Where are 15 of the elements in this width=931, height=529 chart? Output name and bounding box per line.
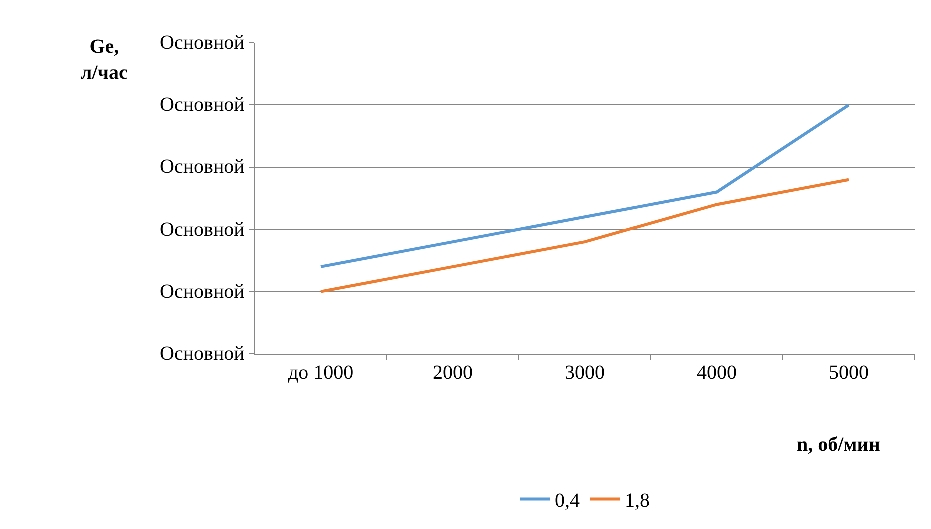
text: Основной xyxy=(160,343,246,365)
legend-label: 0,4 xyxy=(555,490,580,512)
x-tick-label: 5000 xyxy=(829,362,869,384)
text: Ge, л/час xyxy=(81,36,128,84)
text: Основной xyxy=(160,94,246,116)
text: Основной xyxy=(160,281,246,303)
x-tick-label: 2000 xyxy=(433,362,473,384)
x-tick-label: 4000 xyxy=(697,362,737,384)
text: Основной xyxy=(160,219,246,241)
x-tick-label: 3000 xyxy=(565,362,605,384)
text: Основной xyxy=(160,156,246,178)
x-axis-title: n, об/мин xyxy=(797,434,880,456)
legend-label: 1,8 xyxy=(625,490,650,512)
text: Основной xyxy=(160,32,246,54)
x-tick-label: до 1000 xyxy=(288,362,354,384)
